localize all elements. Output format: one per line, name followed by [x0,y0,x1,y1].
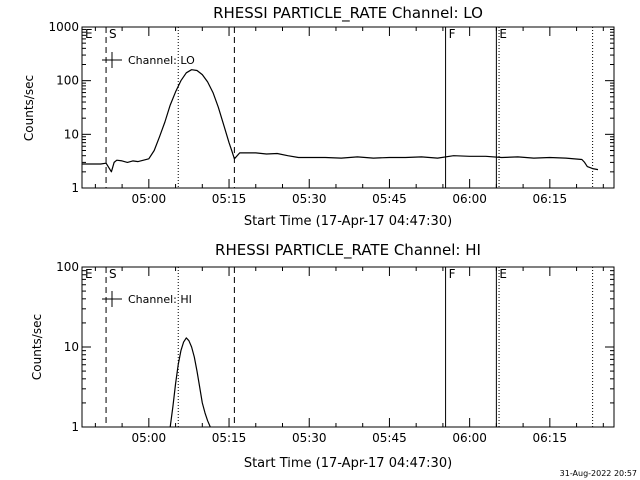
top-xtick-label: 05:30 [292,192,327,206]
top-xtick-label: 06:15 [533,192,568,206]
top-xtick-label: 06:00 [452,192,487,206]
top-series-line [82,69,599,173]
bottom-marker-label: S [109,267,117,281]
top-xtick-label: 05:15 [212,192,247,206]
bottom-xtick-label: 05:45 [372,431,407,445]
bottom-xtick-label: 05:30 [292,431,327,445]
bottom-ytick-label: 100 [56,260,79,274]
bottom-series-line [169,337,211,428]
bottom-chart-xlabel: Start Time (17-Apr-17 04:47:30) [244,456,452,471]
top-ytick-label: 10 [64,127,79,141]
bottom-xtick-label: 06:00 [452,431,487,445]
bottom-ytick-label: 1 [71,420,79,434]
bottom-chart-title: RHESSI PARTICLE_RATE Channel: HI [215,241,481,260]
top-ytick-label: 1 [71,181,79,195]
bottom-chart-legend-label: Channel: HI [128,293,192,306]
top-chart-xlabel: Start Time (17-Apr-17 04:47:30) [244,214,452,229]
top-chart-ylabel: Counts/sec [22,75,36,141]
top-xtick-label: 05:45 [372,192,407,206]
bottom-xtick-label: 06:15 [533,431,568,445]
bottom-marker-label: F [449,267,456,281]
top-marker-label: E [499,27,507,41]
top-marker-label: F [449,27,456,41]
top-xtick-label: 05:00 [132,192,167,206]
bottom-marker-label: E [85,267,93,281]
bottom-marker-label: E [499,267,507,281]
top-marker-label: E [85,27,93,41]
bottom-ytick-label: 10 [64,340,79,354]
top-chart-title: RHESSI PARTICLE_RATE Channel: LO [213,4,483,23]
bottom-chart-ylabel: Counts/sec [30,314,44,380]
bottom-xtick-label: 05:00 [132,431,167,445]
top-chart-legend-label: Channel: LO [128,54,195,67]
top-ytick-label: 100 [56,74,79,88]
top-marker-label: S [109,27,117,41]
footer-timestamp: 31-Aug-2022 20:57 [560,469,637,478]
top-ytick-label: 1000 [48,20,79,34]
bottom-xtick-label: 05:15 [212,431,247,445]
